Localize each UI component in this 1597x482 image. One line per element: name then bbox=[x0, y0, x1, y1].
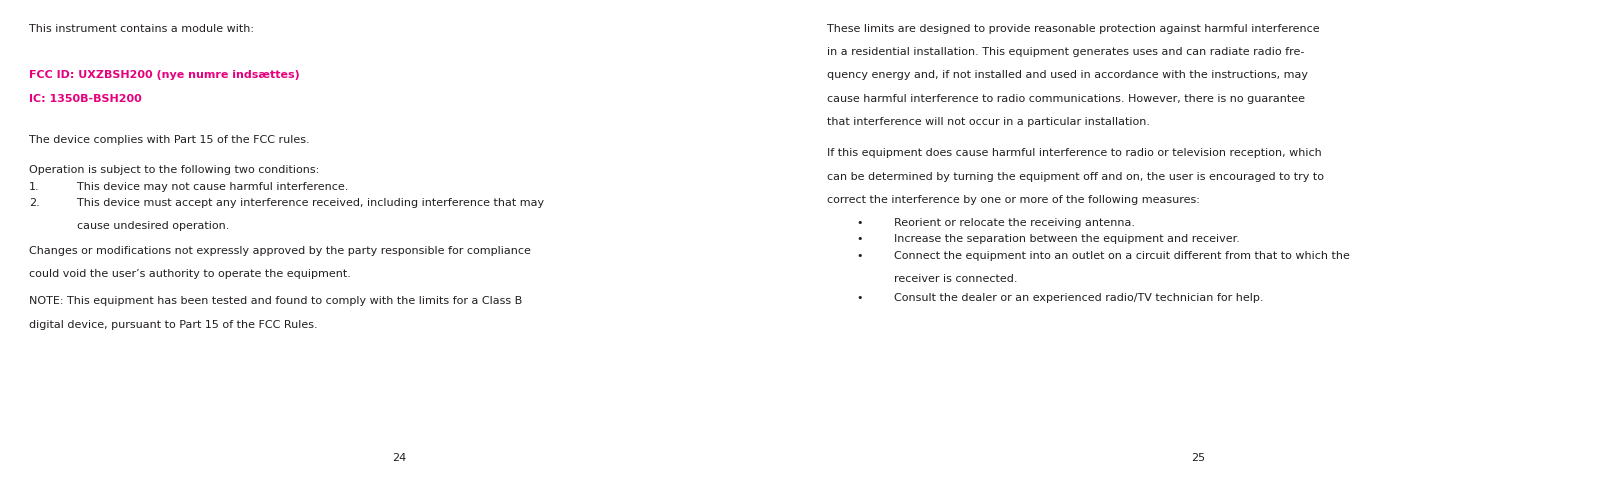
Text: •: • bbox=[856, 234, 862, 244]
Text: •: • bbox=[856, 293, 862, 303]
Text: cause undesired operation.: cause undesired operation. bbox=[77, 221, 228, 231]
Text: IC: 1350B-BSH200: IC: 1350B-BSH200 bbox=[29, 94, 142, 104]
Text: can be determined by turning the equipment off and on, the user is encouraged to: can be determined by turning the equipme… bbox=[827, 172, 1324, 182]
Text: 2.: 2. bbox=[29, 198, 40, 208]
Text: in a residential installation. This equipment generates uses and can radiate rad: in a residential installation. This equi… bbox=[827, 47, 1305, 57]
Text: quency energy and, if not installed and used in accordance with the instructions: quency energy and, if not installed and … bbox=[827, 70, 1308, 80]
Text: FCC ID: UXZBSH200 (nye numre indsættes): FCC ID: UXZBSH200 (nye numre indsættes) bbox=[29, 70, 300, 80]
Text: 25: 25 bbox=[1191, 453, 1204, 463]
Text: Reorient or relocate the receiving antenna.: Reorient or relocate the receiving anten… bbox=[894, 218, 1135, 228]
Text: digital device, pursuant to Part 15 of the FCC Rules.: digital device, pursuant to Part 15 of t… bbox=[29, 320, 318, 330]
Text: This device must accept any interference received, including interference that m: This device must accept any interference… bbox=[77, 198, 545, 208]
Text: receiver is connected.: receiver is connected. bbox=[894, 274, 1017, 284]
Text: NOTE: This equipment has been tested and found to comply with the limits for a C: NOTE: This equipment has been tested and… bbox=[29, 296, 522, 307]
Text: If this equipment does cause harmful interference to radio or television recepti: If this equipment does cause harmful int… bbox=[827, 148, 1322, 159]
Text: This instrument contains a module with:: This instrument contains a module with: bbox=[29, 24, 254, 34]
Text: 1.: 1. bbox=[29, 182, 40, 192]
Text: Changes or modifications not expressly approved by the party responsible for com: Changes or modifications not expressly a… bbox=[29, 246, 530, 256]
Text: correct the interference by one or more of the following measures:: correct the interference by one or more … bbox=[827, 195, 1199, 205]
Text: Consult the dealer or an experienced radio/TV technician for help.: Consult the dealer or an experienced rad… bbox=[894, 293, 1263, 303]
Text: cause harmful interference to radio communications. However, there is no guarant: cause harmful interference to radio comm… bbox=[827, 94, 1305, 104]
Text: These limits are designed to provide reasonable protection against harmful inter: These limits are designed to provide rea… bbox=[827, 24, 1319, 34]
Text: could void the user’s authority to operate the equipment.: could void the user’s authority to opera… bbox=[29, 269, 351, 279]
Text: 24: 24 bbox=[393, 453, 406, 463]
Text: This device may not cause harmful interference.: This device may not cause harmful interf… bbox=[77, 182, 348, 192]
Text: Increase the separation between the equipment and receiver.: Increase the separation between the equi… bbox=[894, 234, 1241, 244]
Text: The device complies with Part 15 of the FCC rules.: The device complies with Part 15 of the … bbox=[29, 135, 310, 145]
Text: •: • bbox=[856, 218, 862, 228]
Text: that interference will not occur in a particular installation.: that interference will not occur in a pa… bbox=[827, 117, 1150, 127]
Text: Connect the equipment into an outlet on a circuit different from that to which t: Connect the equipment into an outlet on … bbox=[894, 251, 1349, 261]
Text: Operation is subject to the following two conditions:: Operation is subject to the following tw… bbox=[29, 165, 319, 175]
Text: •: • bbox=[856, 251, 862, 261]
